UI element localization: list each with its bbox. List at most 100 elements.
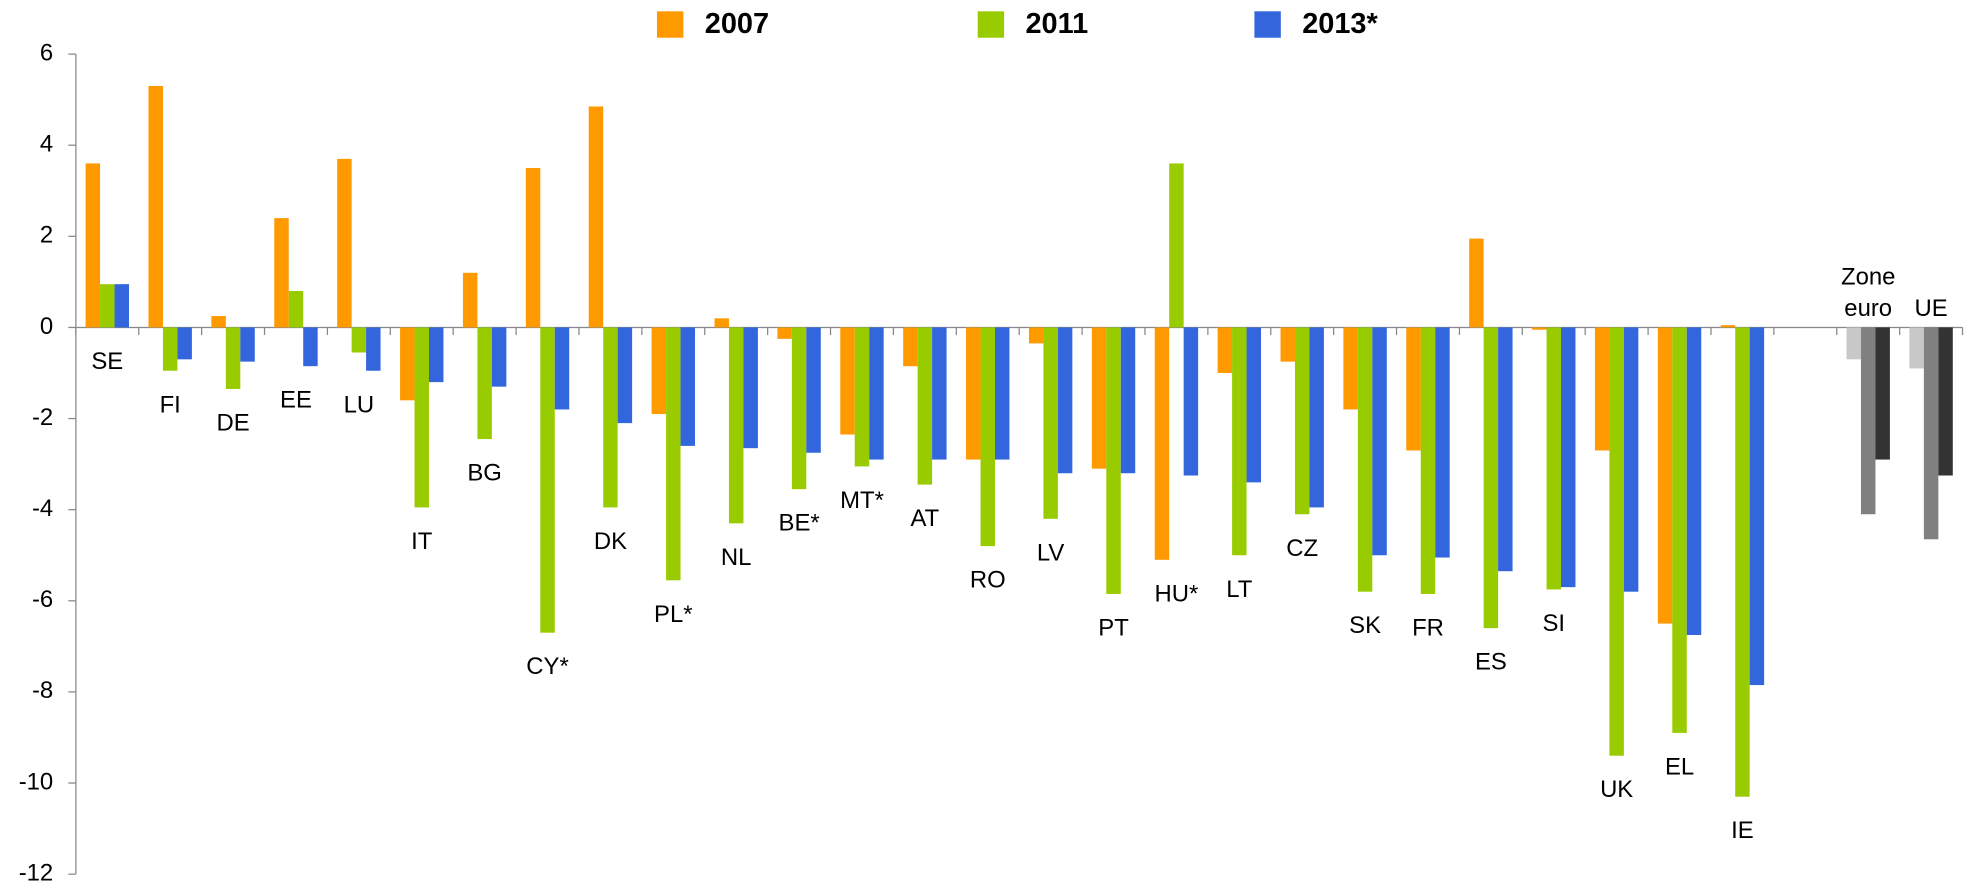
x-tick-label: PL*: [654, 601, 693, 628]
bar: [1469, 238, 1484, 328]
bar: [1183, 327, 1199, 476]
y-tick-label: 4: [40, 131, 53, 158]
bar: [1309, 327, 1324, 508]
bar: [1106, 327, 1121, 594]
x-tick-label: SK: [1349, 612, 1381, 639]
y-tick-label: -10: [19, 768, 54, 795]
bar: [903, 327, 918, 367]
bar: [211, 316, 226, 328]
x-tick-label: ES: [1475, 649, 1507, 676]
x-tick-label: BE*: [779, 510, 820, 537]
x-tick-label: CZ: [1286, 535, 1318, 562]
bar: [588, 106, 604, 328]
bar: [806, 327, 821, 453]
bar: [1672, 327, 1687, 733]
x-tick-label: DE: [216, 409, 249, 436]
x-tick-label: UE: [1915, 295, 1948, 322]
legend-swatch: [1254, 11, 1281, 38]
bar: [337, 158, 352, 328]
legend-label: 2007: [705, 8, 769, 40]
bar: [1372, 327, 1387, 556]
bar: [994, 327, 1010, 460]
x-tick-label: IE: [1731, 817, 1754, 844]
y-tick-label: -2: [32, 404, 53, 431]
bar: [1169, 163, 1184, 328]
bar: [1057, 327, 1073, 474]
bar: [1232, 327, 1247, 556]
x-tick-label: MT*: [840, 487, 884, 514]
bar: [714, 318, 729, 328]
y-tick-label: -8: [32, 677, 53, 704]
bar: [1532, 327, 1547, 330]
bar: [1483, 327, 1499, 629]
x-tick-label: SE: [91, 348, 123, 375]
bar: [1686, 327, 1702, 635]
x-tick-label: IT: [411, 528, 433, 555]
x-tick-label: LV: [1037, 539, 1065, 566]
x-tick-label: BG: [467, 460, 502, 487]
bar: [1609, 327, 1624, 756]
y-tick-label: 0: [40, 313, 53, 340]
bar: [114, 284, 130, 328]
bar: [462, 272, 478, 328]
bar: [840, 327, 855, 435]
bar: [1546, 327, 1561, 590]
bar: [525, 167, 541, 328]
x-tick-label: FI: [160, 391, 181, 418]
bar: [777, 327, 792, 339]
bar: [100, 284, 115, 328]
bar: [400, 327, 415, 401]
bar: [1435, 327, 1450, 558]
bar: [477, 327, 492, 440]
y-tick-label: -4: [32, 495, 53, 522]
bar: [728, 327, 744, 524]
bar: [1749, 327, 1765, 686]
x-tick-label: LU: [344, 391, 375, 418]
bar: [1657, 327, 1673, 624]
x-tick-label: LT: [1226, 576, 1253, 603]
bar: [791, 327, 807, 490]
bar: [666, 327, 681, 581]
x-tick-label: EL: [1665, 753, 1694, 780]
bar: [303, 327, 318, 367]
bar: [225, 327, 241, 389]
bar: [1091, 327, 1107, 469]
bar: [177, 327, 192, 360]
x-tick-label: NL: [721, 544, 752, 571]
bar: [288, 290, 304, 328]
bar: [148, 85, 163, 328]
bar: [917, 327, 933, 485]
x-tick-label: HU*: [1155, 580, 1199, 607]
bar: [1909, 327, 1924, 369]
bar: [1246, 327, 1262, 483]
legend-label: 2011: [1025, 8, 1088, 40]
x-tick-label: UK: [1600, 776, 1633, 803]
bar: [617, 327, 633, 424]
x-tick-label: CY*: [526, 653, 568, 680]
bar: [554, 327, 570, 410]
x-tick-label: FR: [1412, 615, 1444, 642]
bar: [680, 327, 696, 446]
x-tick-label: DK: [594, 528, 627, 555]
x-tick-label: PT: [1098, 615, 1129, 642]
bar: [1406, 327, 1421, 451]
legend-label: 2013*: [1302, 8, 1378, 40]
x-tick-label: RO: [970, 567, 1006, 594]
bar: [1720, 325, 1736, 328]
legend-swatch: [656, 11, 684, 38]
bar: [869, 327, 884, 460]
bar: [603, 327, 618, 508]
bar: [1357, 327, 1373, 592]
bar: [428, 327, 444, 383]
bar: [743, 327, 758, 449]
bar: [1154, 327, 1170, 560]
legend-swatch: [977, 11, 1005, 38]
bar: [1875, 327, 1890, 460]
bar: [1735, 327, 1750, 797]
y-tick-label: 6: [40, 39, 53, 66]
bar: [1846, 327, 1861, 360]
bar: [274, 218, 289, 328]
bar: [854, 327, 870, 467]
bar: [1860, 327, 1876, 515]
